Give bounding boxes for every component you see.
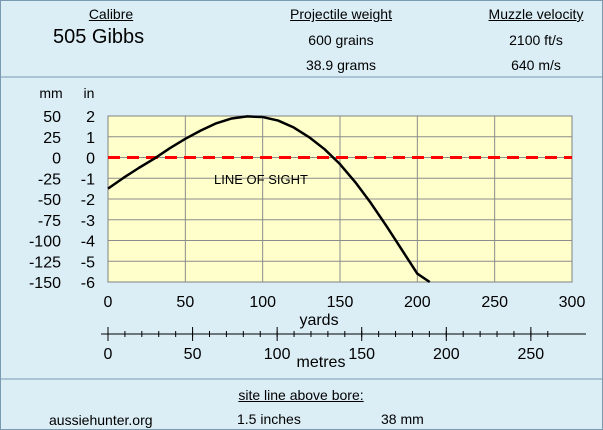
y-tick-mm: 25	[43, 130, 61, 147]
velocity-ms: 640 m/s	[511, 57, 561, 73]
trajectory-line	[107, 115, 431, 284]
x-tick-metres: 100	[264, 346, 291, 363]
y-tick-in: -2	[81, 192, 95, 209]
x-axis-label-metres: metres	[297, 354, 346, 371]
x-tick-metres: 50	[184, 346, 202, 363]
y-tick-mm: -150	[29, 275, 61, 292]
website-text: aussiehunter.org	[49, 412, 153, 428]
y-tick-mm: -25	[38, 171, 61, 188]
y-tick-in: 0	[86, 151, 95, 168]
x-tick-metres: 250	[518, 346, 545, 363]
y-tick-in: -3	[81, 213, 95, 230]
x-tick-metres: 150	[348, 346, 375, 363]
x-tick-yards: 0	[104, 294, 113, 311]
line-of-sight-label: LINE OF SIGHT	[214, 172, 308, 187]
velocity-label: Muzzle velocity	[488, 6, 584, 22]
site-line-mm: 38 mm	[381, 411, 424, 427]
x-tick-metres: 0	[104, 346, 113, 363]
y-tick-mm: 0	[52, 151, 61, 168]
x-tick-yards: 200	[404, 294, 431, 311]
x-tick-yards: 100	[249, 294, 276, 311]
y-tick-in: -5	[81, 254, 95, 271]
x-tick-yards: 300	[559, 294, 586, 311]
y-tick-mm: -125	[29, 254, 61, 271]
y-tick-in: -6	[81, 275, 95, 292]
y-axis-unit-mm: mm	[39, 85, 62, 101]
weight-label: Projectile weight	[290, 6, 392, 22]
y-tick-in: -1	[81, 171, 95, 188]
y-tick-mm: -100	[29, 234, 61, 251]
y-axis-unit-in: in	[84, 85, 95, 101]
x-axis-label-yards: yards	[299, 312, 338, 329]
y-tick-in: -4	[81, 234, 95, 251]
calibre-value: 505 Gibbs	[53, 26, 145, 48]
y-tick-in: 1	[86, 130, 95, 147]
x-tick-yards: 150	[327, 294, 354, 311]
x-tick-yards: 50	[176, 294, 194, 311]
weight-grams: 38.9 grams	[305, 57, 377, 73]
weight-grains: 600 grains	[308, 32, 374, 48]
calibre-label: Calibre	[88, 6, 134, 22]
y-tick-mm: -75	[38, 213, 61, 230]
y-tick-mm: 50	[43, 109, 61, 126]
site-line-label: site line above bore:	[238, 387, 364, 403]
velocity-fps: 2100 ft/s	[509, 32, 563, 48]
x-tick-yards: 250	[481, 294, 508, 311]
x-tick-metres: 200	[433, 346, 460, 363]
site-line-inches: 1.5 inches	[237, 411, 301, 427]
y-tick-in: 2	[86, 109, 95, 126]
y-tick-mm: -50	[38, 192, 61, 209]
